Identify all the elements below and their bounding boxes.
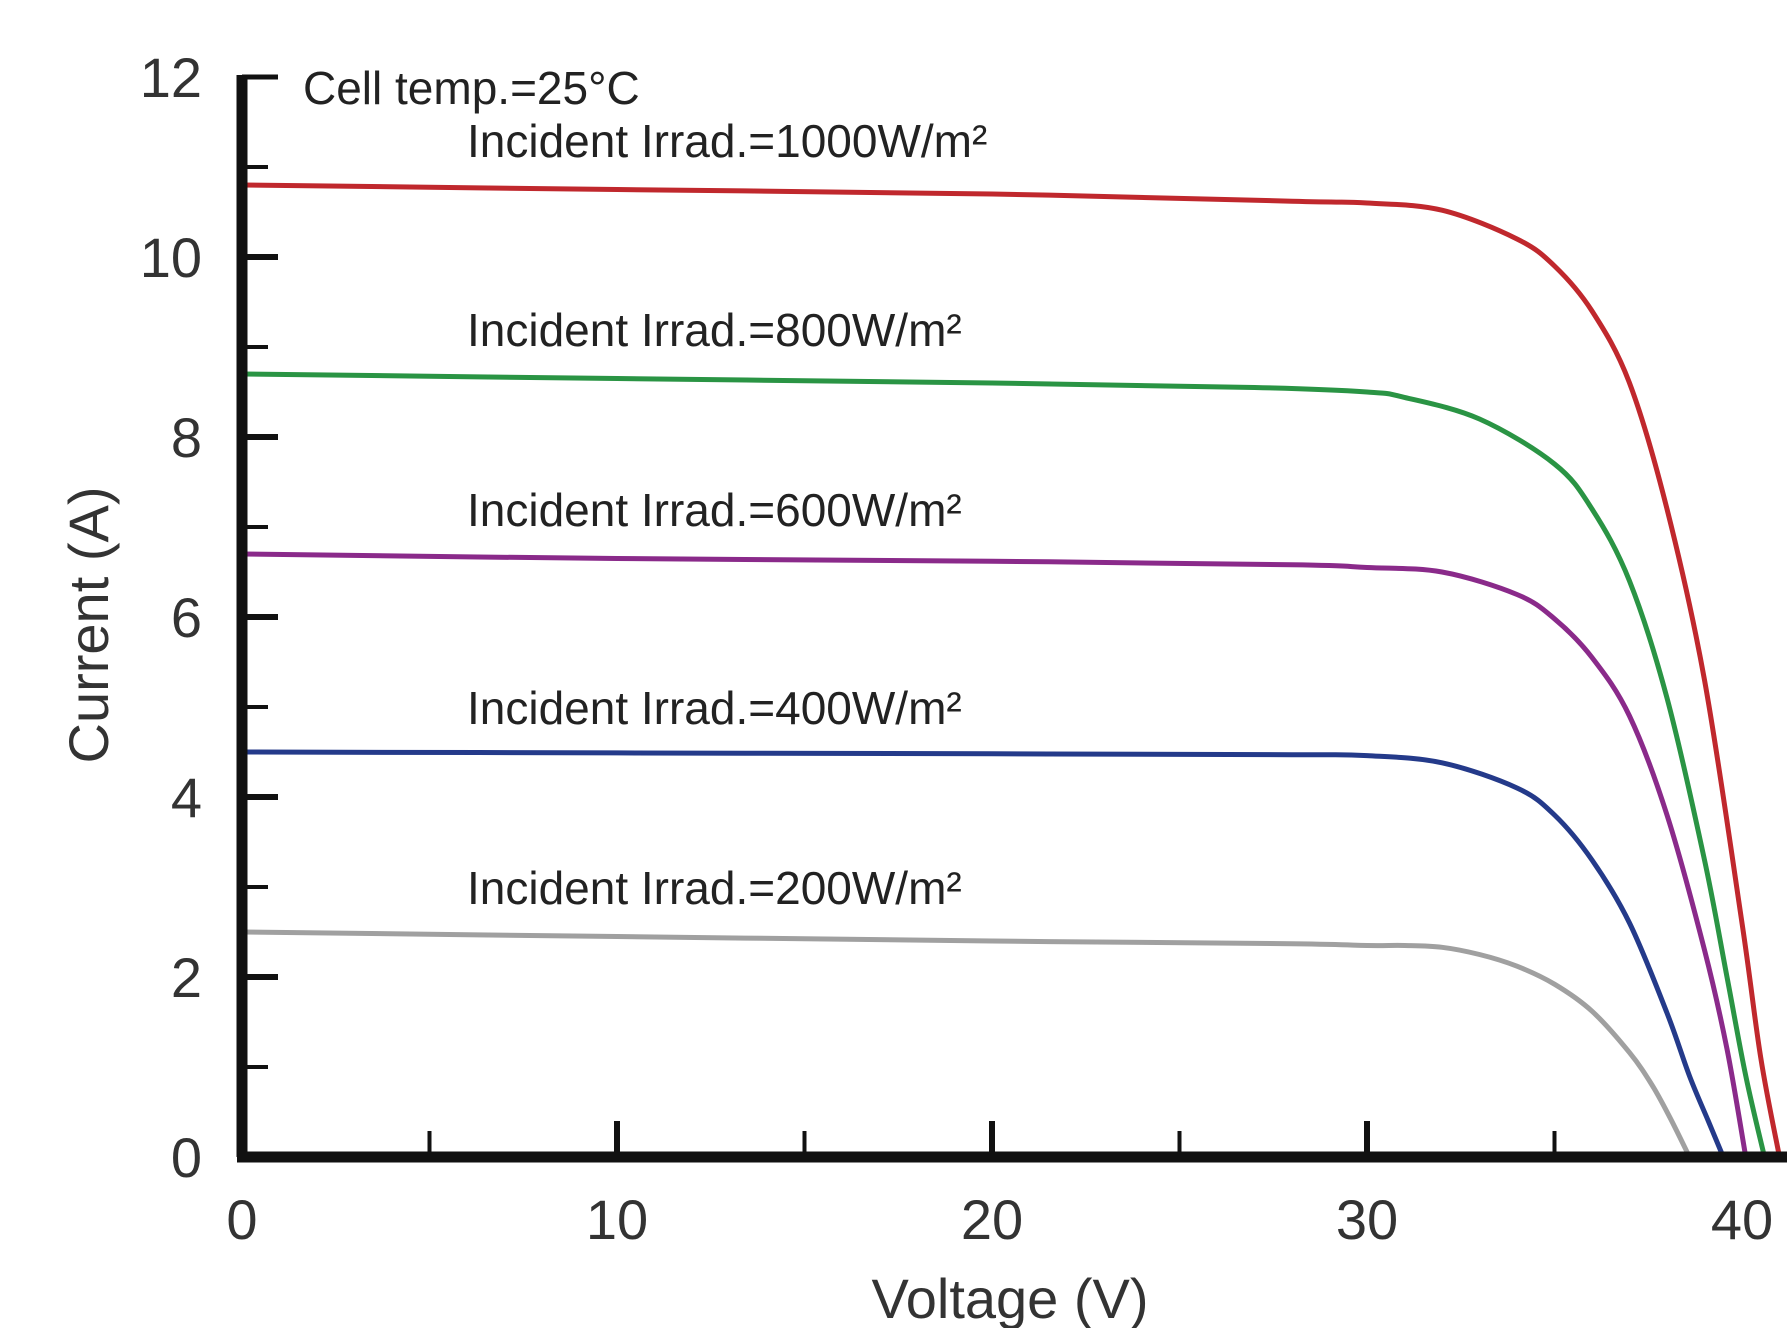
y-tick-label-8: 8 <box>171 406 202 469</box>
y-tick-label-2: 2 <box>171 946 202 1009</box>
series-label-0: Incident Irrad.=1000W/m² <box>467 115 987 167</box>
y-axis-title: Current (A) <box>57 487 120 764</box>
series-label-4: Incident Irrad.=200W/m² <box>467 862 962 914</box>
series-label-2: Incident Irrad.=600W/m² <box>467 484 962 536</box>
plot-area: Incident Irrad.=1000W/m² Incident Irrad.=… <box>140 46 1787 1251</box>
x-tick-label-10: 10 <box>586 1188 648 1251</box>
y-tick-label-12: 12 <box>140 46 202 109</box>
x-tick-label-40: 40 <box>1711 1188 1773 1251</box>
series-line-3 <box>239 749 1726 1160</box>
series-label-3: Incident Irrad.=400W/m² <box>467 682 962 734</box>
x-axis-title: Voltage (V) <box>871 1267 1148 1328</box>
x-tick-label-20: 20 <box>961 1188 1023 1251</box>
cell-temp-annotation: Cell temp.=25°C <box>303 62 640 114</box>
series-line-0 <box>239 182 1782 1160</box>
y-tick-label-0: 0 <box>171 1126 202 1189</box>
series-line-2 <box>239 551 1749 1160</box>
y-tick-label-6: 6 <box>171 586 202 649</box>
y-tick-label-4: 4 <box>171 766 202 829</box>
y-tick-label-10: 10 <box>140 226 202 289</box>
series-line-1 <box>239 371 1767 1160</box>
series-line-4 <box>239 929 1692 1160</box>
x-tick-label-30: 30 <box>1336 1188 1398 1251</box>
x-tick-label-0: 0 <box>226 1188 257 1251</box>
series-label-1: Incident Irrad.=800W/m² <box>467 304 962 356</box>
